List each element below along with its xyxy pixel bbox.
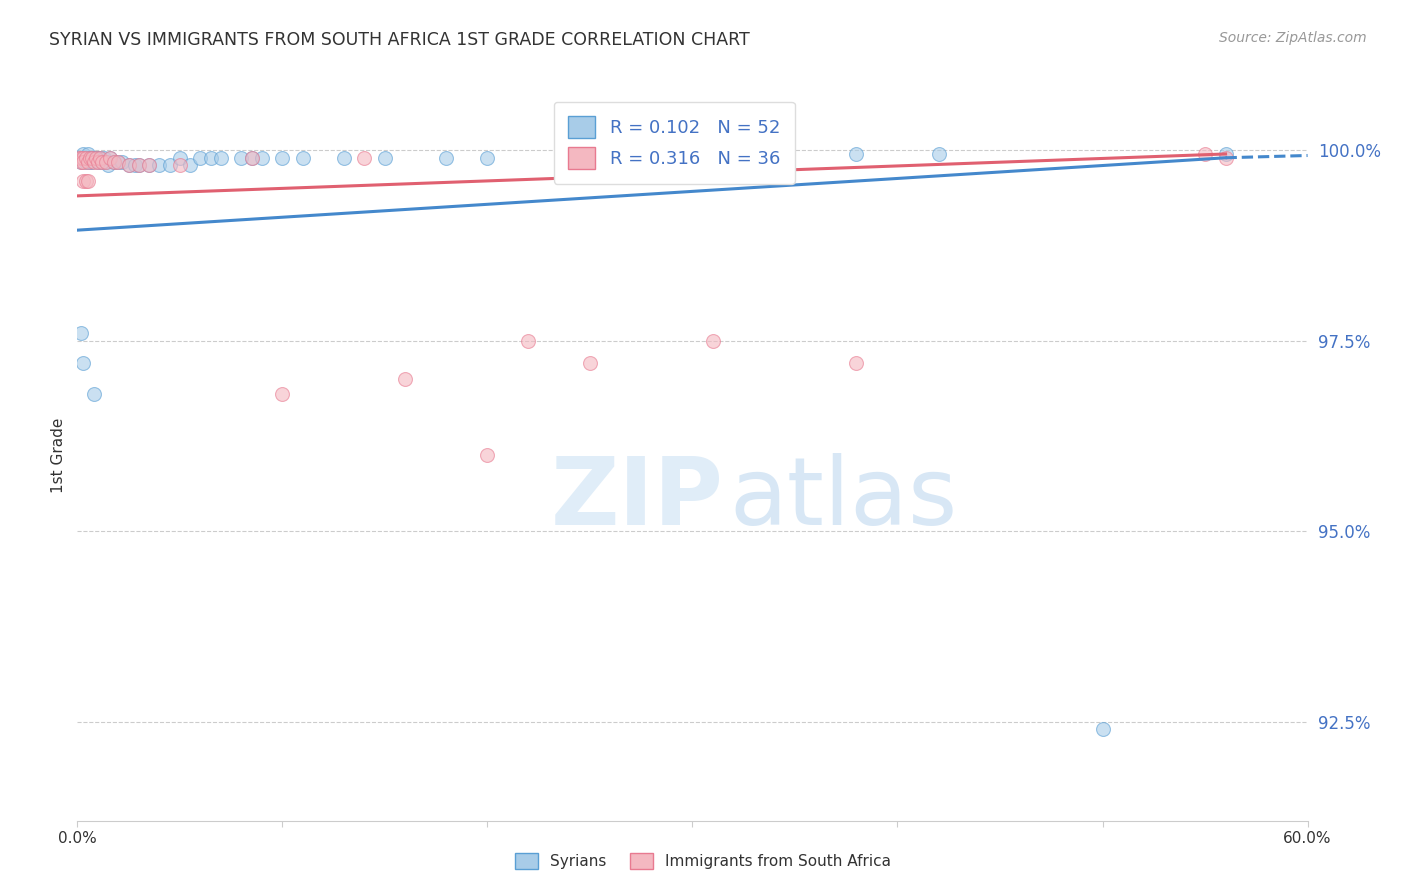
Legend: Syrians, Immigrants from South Africa: Syrians, Immigrants from South Africa [509,847,897,875]
Point [72,154,94,169]
Point [87,154,110,169]
Point [67,151,90,165]
Point [83,151,105,165]
Point [128,158,150,172]
Point [333,151,356,165]
Point [76,174,98,188]
Point [231,151,253,165]
Point [353,151,375,165]
Point [1215,151,1237,165]
Y-axis label: 1st Grade: 1st Grade [51,417,66,492]
Point [517,334,540,348]
Text: ZIP: ZIP [551,453,724,545]
Point [98,151,121,165]
Point [89,151,111,165]
Point [75,151,97,165]
Point [94,154,117,169]
Point [67,151,90,165]
Point [84,151,107,165]
Point [87,151,110,165]
Point [188,151,212,165]
Point [159,158,181,172]
Point [124,158,146,172]
Point [179,158,201,172]
Text: SYRIAN VS IMMIGRANTS FROM SOUTH AFRICA 1ST GRADE CORRELATION CHART: SYRIAN VS IMMIGRANTS FROM SOUTH AFRICA 1… [49,31,749,49]
Point [80,154,103,169]
Point [250,151,273,165]
Point [111,154,134,169]
Point [84,151,107,165]
Text: atlas: atlas [730,453,957,545]
Point [72,357,94,371]
Point [83,154,105,169]
Point [76,151,98,165]
Point [271,387,294,401]
Point [70,154,93,169]
Point [394,372,416,386]
Point [1194,147,1216,161]
Point [79,151,101,165]
Point [79,154,101,169]
Point [128,158,150,172]
Point [79,151,101,165]
Point [169,158,191,172]
Point [94,154,117,169]
Point [76,147,98,161]
Point [928,147,950,161]
Point [90,154,114,169]
Point [83,387,105,401]
Point [76,154,98,169]
Point [72,151,94,165]
Point [75,154,97,169]
Point [169,151,191,165]
Point [103,154,125,169]
Point [90,154,114,169]
Legend: R = 0.102   N = 52, R = 0.316   N = 36: R = 0.102 N = 52, R = 0.316 N = 36 [554,102,794,184]
Point [845,147,868,161]
Point [374,151,396,165]
Point [80,151,103,165]
Point [845,357,868,371]
Point [200,151,222,165]
Point [103,154,125,169]
Point [240,151,263,165]
Point [72,151,94,165]
Point [98,151,121,165]
Point [209,151,232,165]
Point [93,151,115,165]
Point [138,158,160,172]
Point [138,158,160,172]
Text: Source: ZipAtlas.com: Source: ZipAtlas.com [1219,31,1367,45]
Point [70,154,93,169]
Point [80,151,103,165]
Point [75,174,97,188]
Point [148,158,170,172]
Point [291,151,314,165]
Point [72,174,94,188]
Point [107,154,129,169]
Point [477,151,499,165]
Point [702,334,724,348]
Point [75,151,97,165]
Point [436,151,458,165]
Point [240,151,263,165]
Point [89,151,111,165]
Point [87,154,110,169]
Point [579,357,602,371]
Point [117,158,139,172]
Point [107,154,129,169]
Point [70,151,93,165]
Point [72,147,94,161]
Point [477,448,499,462]
Point [70,326,93,340]
Point [97,158,120,172]
Point [1091,723,1114,737]
Point [1215,147,1237,161]
Point [271,151,294,165]
Point [117,158,139,172]
